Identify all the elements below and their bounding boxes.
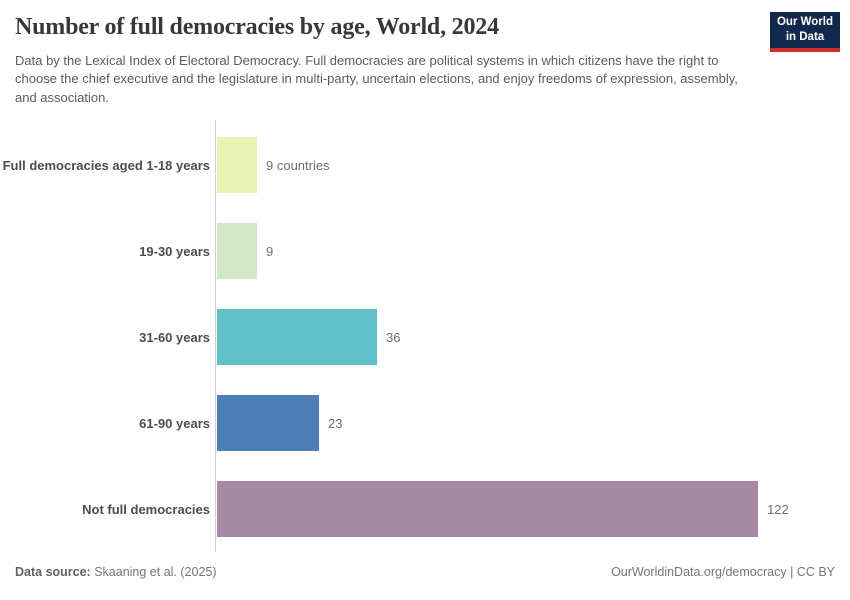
owid-logo-line2: in Data — [785, 31, 825, 43]
chart-subtitle: Data by the Lexical Index of Electoral D… — [15, 53, 738, 105]
chart-row: Full democracies aged 1-18 years 9 countr… — [0, 137, 850, 193]
value-label: 9 countries — [266, 157, 330, 173]
chart-row: 31-60 years 36 — [0, 309, 850, 365]
chart-footer: Data source: Skaaning et al. (2025) OurW… — [15, 565, 835, 579]
category-label: 19-30 years — [139, 243, 210, 259]
value-label: 36 — [386, 329, 401, 345]
data-source-label: Data source: — [15, 565, 91, 579]
category-label: Full democracies aged 1-18 years — [2, 157, 210, 173]
bar[interactable] — [217, 481, 758, 537]
chart-row: Not full democracies 122 — [0, 481, 850, 537]
bar[interactable] — [217, 309, 377, 365]
value-label: 23 — [328, 415, 343, 431]
category-label: 31-60 years — [139, 329, 210, 345]
category-axis-line — [215, 120, 216, 552]
bar[interactable] — [217, 137, 257, 193]
value-label: 9 — [266, 243, 274, 259]
bar[interactable] — [217, 395, 319, 451]
chart-row: 61-90 years 23 — [0, 395, 850, 451]
owid-logo[interactable]: Our World in Data — [770, 12, 840, 52]
data-source-text: Skaaning et al. (2025) — [90, 565, 217, 579]
category-label: Not full democracies — [82, 501, 210, 517]
chart-row: 19-30 years 9 — [0, 223, 850, 279]
category-label: 61-90 years — [139, 415, 210, 431]
chart-title: Number of full democracies by age, World… — [15, 14, 499, 40]
value-label: 122 — [767, 501, 789, 517]
footer-link[interactable]: OurWorldinData.org/democracy | CC BY — [611, 565, 835, 579]
data-source-note: Data source: Skaaning et al. (2025) — [15, 565, 217, 579]
owid-logo-line1: Our World — [776, 16, 833, 29]
bar[interactable] — [217, 223, 257, 279]
